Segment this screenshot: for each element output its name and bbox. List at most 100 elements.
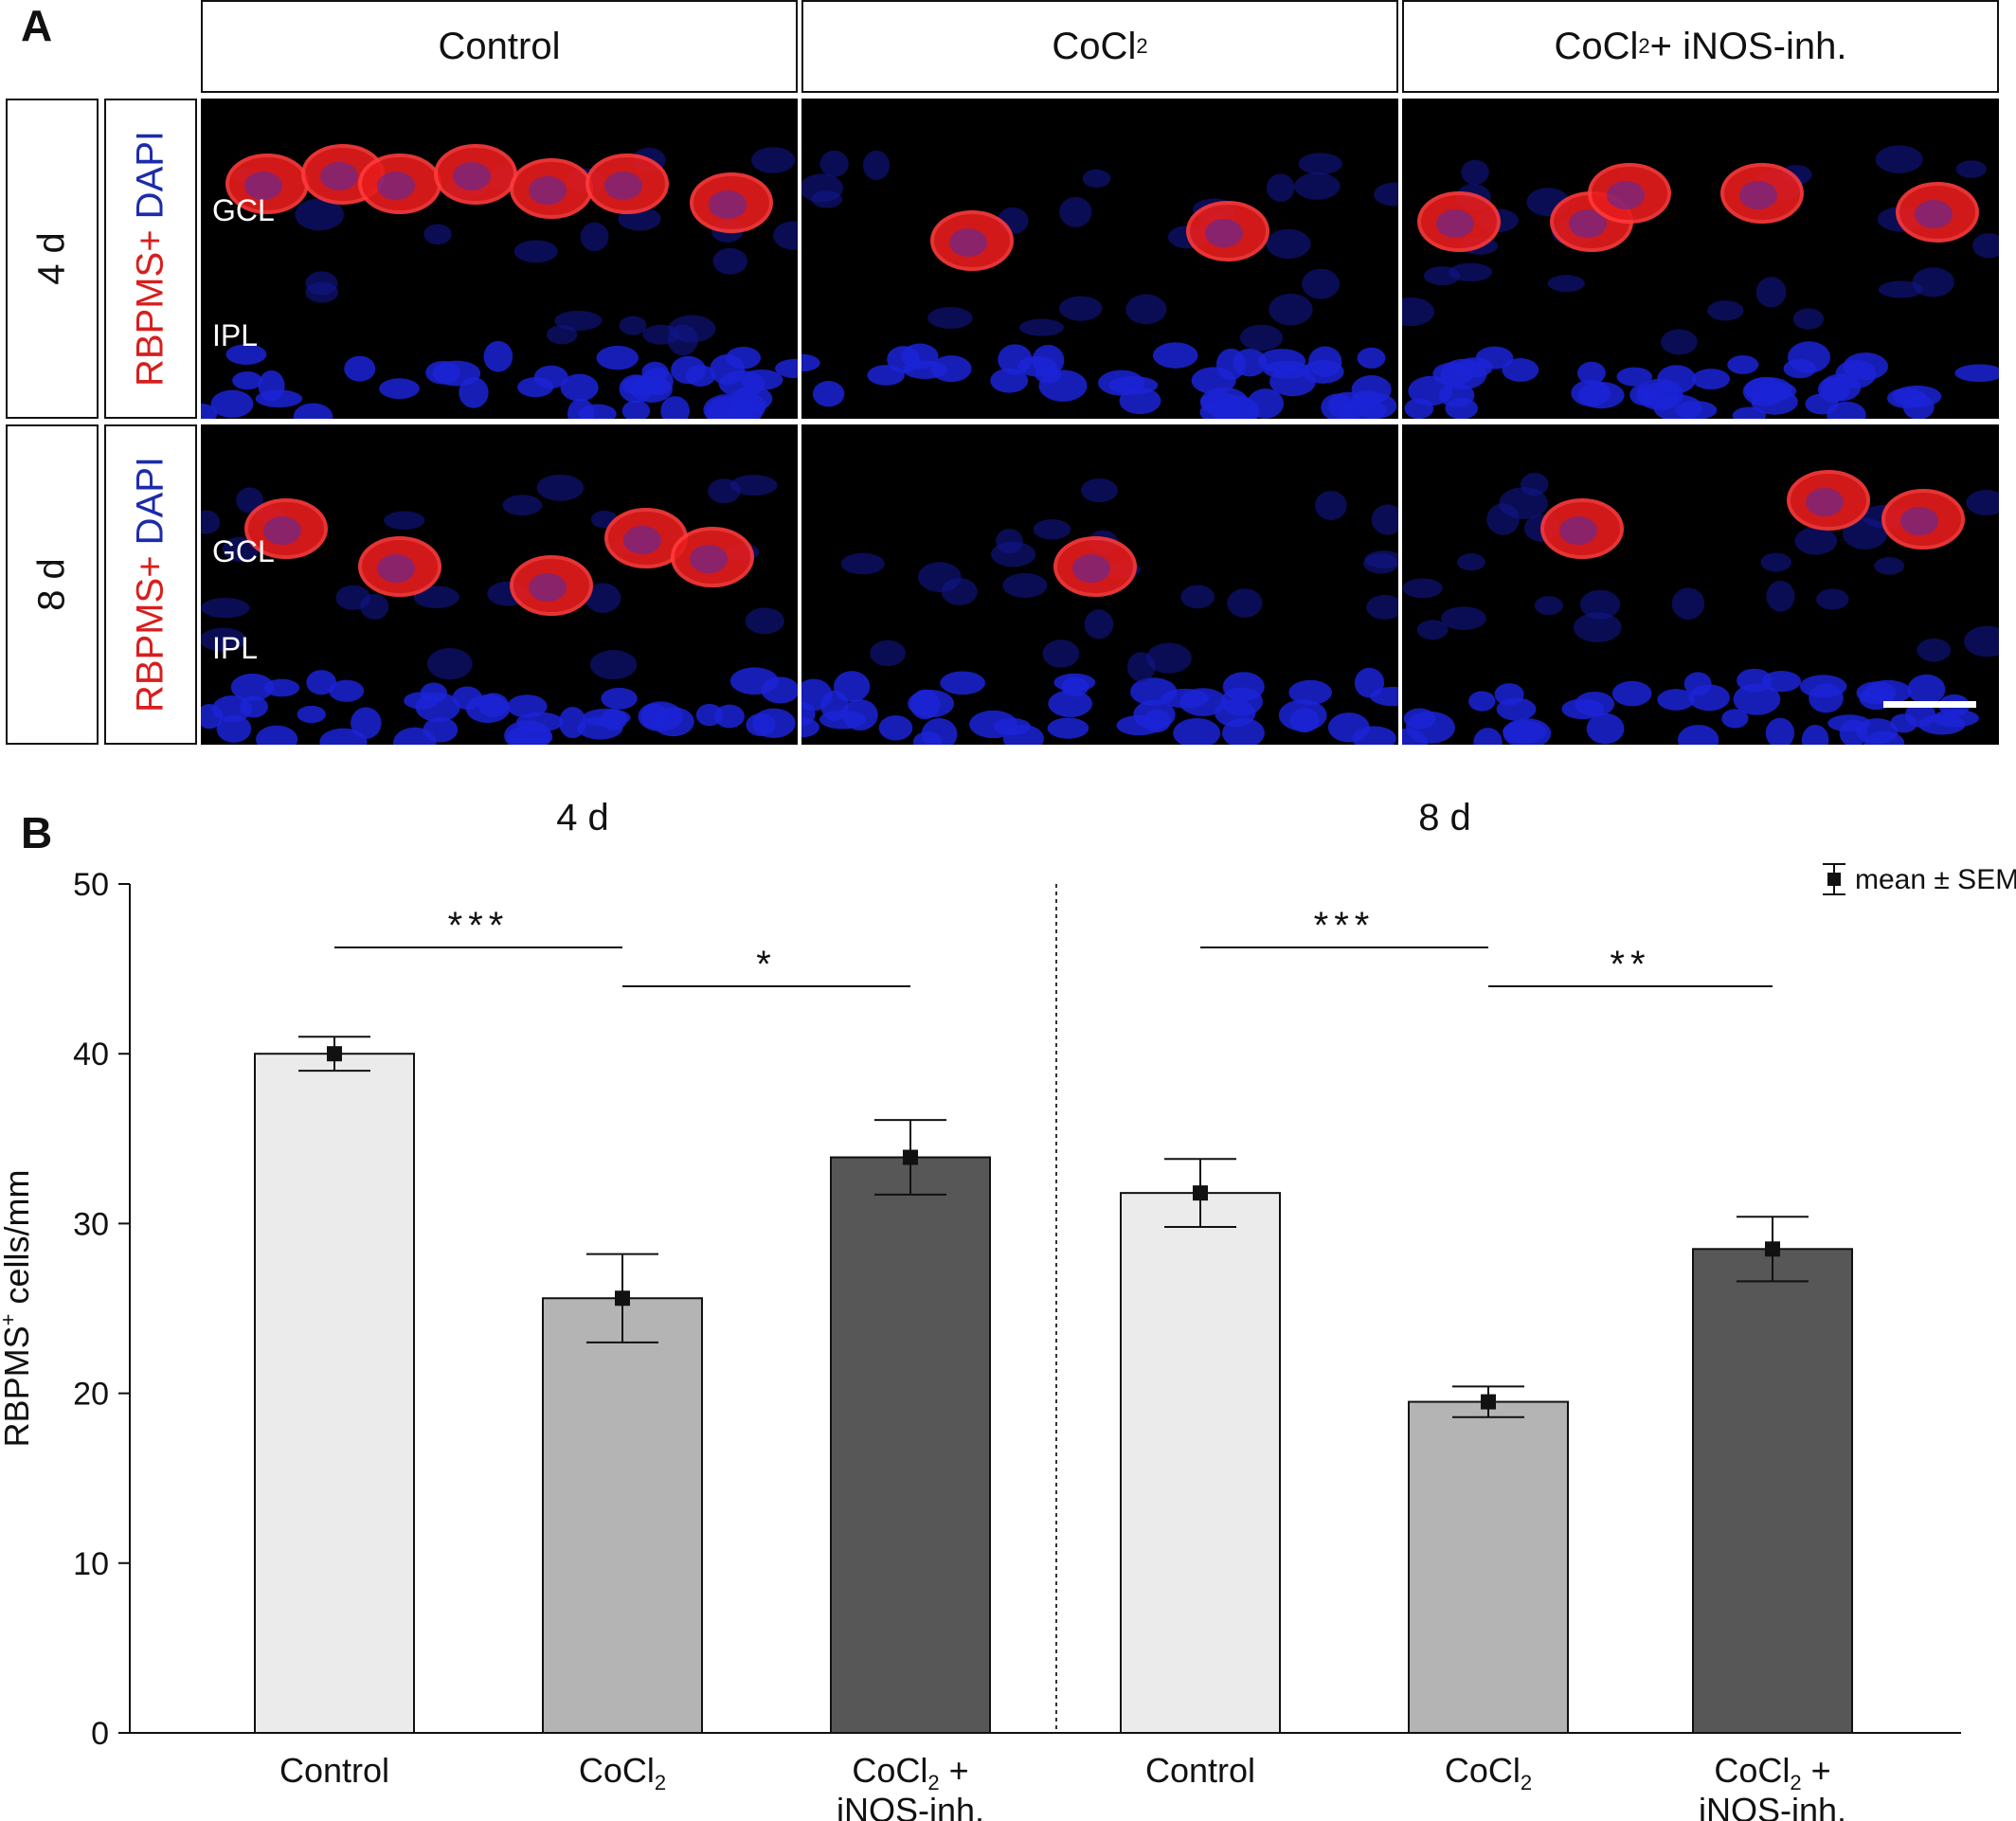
nucleus-blob — [533, 365, 568, 388]
nucleus-blob — [1432, 362, 1473, 387]
nucleus-blob — [1912, 267, 1954, 297]
nucleus-blob — [483, 340, 513, 372]
nucleus-blob — [1809, 683, 1844, 713]
nucleus-blob — [1098, 370, 1145, 396]
x-tick-label: CoCl2 + — [852, 1751, 968, 1794]
nucleus-blob — [567, 398, 595, 419]
stain-label-4d: RBPMS+ DAPI — [104, 99, 197, 419]
nucleus-blob — [1692, 369, 1731, 390]
nucleus-blob — [969, 710, 1017, 739]
cell-nucleus — [377, 554, 415, 583]
nucleus-blob — [293, 403, 333, 419]
nucleus-blob — [216, 714, 252, 743]
cell-nucleus — [1436, 209, 1474, 238]
nucleus-blob — [230, 673, 275, 701]
x-tick-label: Control — [279, 1751, 389, 1790]
cell-nucleus — [320, 162, 358, 190]
nucleus-blob — [1577, 381, 1625, 409]
nucleus-blob — [580, 222, 609, 252]
nucleus-blob — [1445, 397, 1478, 419]
nucleus-blob — [1416, 620, 1449, 640]
nucleus-blob — [1294, 172, 1341, 200]
cell-nucleus — [529, 176, 567, 205]
nucleus-blob — [1363, 553, 1398, 574]
nucleus-blob — [459, 376, 489, 408]
nucleus-blob — [351, 707, 382, 739]
mean-marker — [615, 1290, 630, 1307]
nucleus-blob — [841, 698, 878, 731]
nucleus-blob — [585, 583, 621, 613]
nucleus-blob — [1059, 196, 1092, 227]
column-header-subscript: 2 — [1136, 34, 1148, 58]
legend-label: mean ± SEM — [1855, 864, 2016, 895]
nucleus-blob — [1302, 268, 1341, 299]
nucleus-blob — [1266, 173, 1295, 203]
bar — [830, 1156, 991, 1734]
column-header-text: CoCl — [1052, 25, 1137, 67]
nucleus-blob — [1878, 280, 1923, 298]
nucleus-blob — [344, 355, 376, 382]
nucleus-blob — [1212, 403, 1259, 419]
x-tick-label: CoCl2 — [579, 1751, 666, 1794]
nucleus-blob — [685, 365, 716, 387]
panel-a-letter: A — [21, 1, 53, 50]
cell-nucleus — [377, 171, 415, 200]
nucleus-blob — [1801, 724, 1829, 745]
nucleus-blob — [1266, 228, 1311, 260]
nucleus-blob — [420, 682, 447, 704]
column-header-subscript: 2 — [1638, 34, 1650, 58]
nucleus-blob — [1502, 357, 1539, 382]
nucleus-blob — [1047, 717, 1089, 739]
bar-chart: 0 10 20 30 40 50 RBPMS+ cells/mm 4 d 8 d Control C… — [0, 797, 2016, 1821]
cell-nucleus — [604, 171, 642, 200]
nucleus-blob — [1017, 355, 1057, 377]
nucleus-blob — [1278, 699, 1327, 731]
nucleus-blob — [1616, 367, 1653, 387]
nucleus-blob — [1707, 300, 1744, 321]
nucleus-blob — [930, 355, 972, 383]
nucleus-blob — [1827, 714, 1871, 732]
nucleus-blob — [1917, 638, 1952, 662]
nucleus-blob — [761, 676, 798, 704]
nucleus-blob — [908, 690, 955, 718]
nucleus-blob — [513, 240, 558, 263]
stain-label: RBPMS+ DAPI — [129, 456, 171, 713]
nucleus-blob — [927, 306, 973, 330]
nucleus-blob — [745, 607, 784, 635]
nucleus-blob — [1126, 652, 1156, 682]
nucleus-blob — [862, 150, 891, 181]
nucleus-blob — [601, 687, 638, 710]
micrograph-4d-control: GCL IPL — [201, 99, 798, 419]
nucleus-blob — [1082, 169, 1111, 189]
nucleus-blob — [507, 694, 548, 718]
nucleus-blob — [504, 720, 552, 745]
cell-nucleus — [453, 162, 491, 190]
nucleus-blob — [667, 324, 698, 356]
nucleus-blob — [536, 474, 585, 501]
nucleus-blob — [1402, 297, 1434, 327]
nucleus-blob — [1179, 688, 1227, 716]
cell-nucleus — [623, 526, 661, 554]
column-header-text: Control — [438, 25, 561, 67]
nucleus-blob — [1905, 701, 1935, 728]
nucleus-blob — [1033, 519, 1071, 540]
nucleus-blob — [1116, 714, 1162, 736]
nucleus-blob — [801, 353, 820, 372]
nucleus-blob — [1954, 364, 1999, 383]
nucleus-blob — [991, 541, 1036, 568]
y-tick-label: 0 — [91, 1716, 109, 1752]
nucleus-blob — [589, 650, 638, 680]
mean-marker — [1193, 1185, 1208, 1201]
nucleus-blob — [1125, 294, 1167, 325]
nucleus-blob — [1761, 670, 1802, 693]
nucleus-blob — [1760, 552, 1791, 572]
nucleus-blob — [1816, 588, 1849, 610]
nucleus-blob — [232, 371, 262, 390]
nucleus-blob — [940, 671, 985, 695]
nucleus-blob — [941, 578, 978, 605]
nucleus-blob — [1423, 266, 1461, 286]
nucleus-blob — [1018, 318, 1065, 336]
cell-nucleus — [709, 190, 747, 219]
nucleus-blob — [1792, 308, 1825, 330]
nucleus-blob — [1964, 625, 1999, 658]
